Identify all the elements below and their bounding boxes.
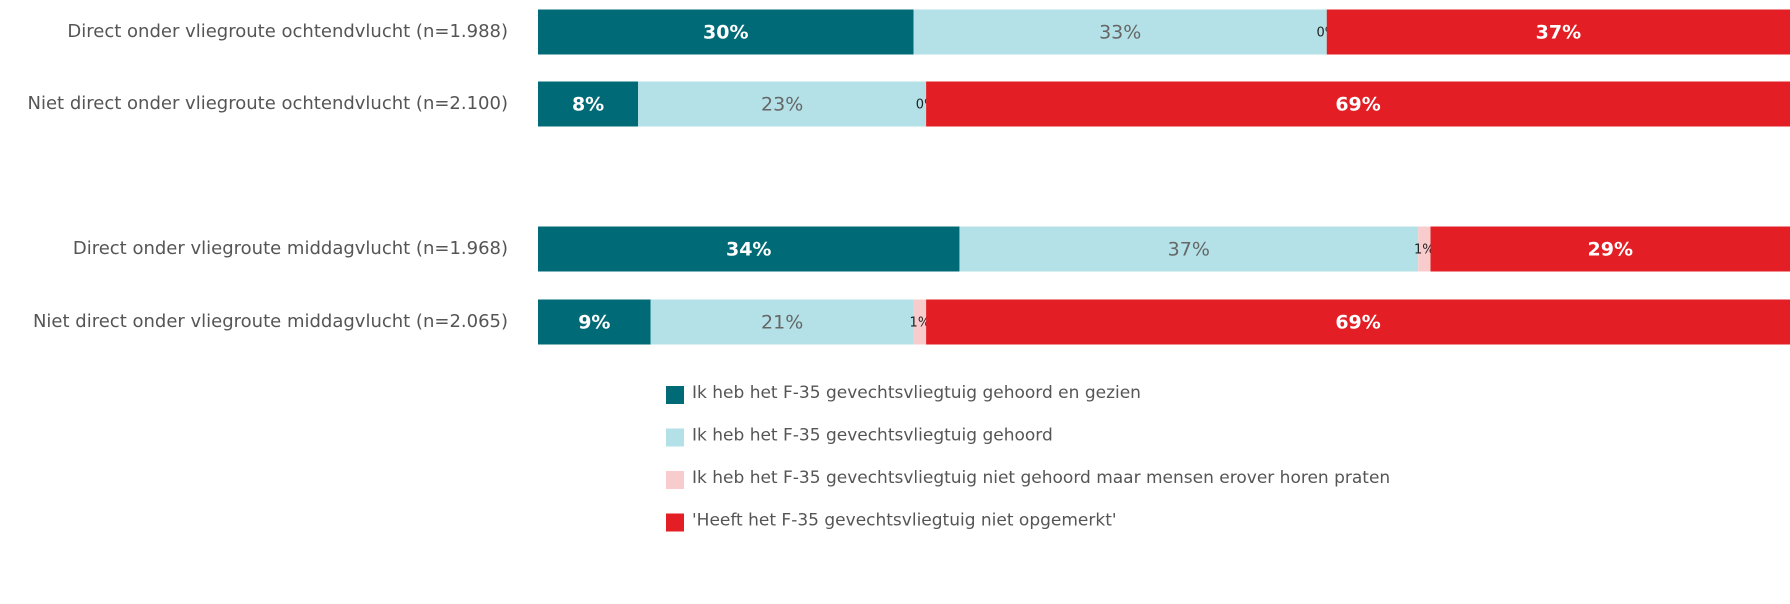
legend-label: 'Heeft het F-35 gevechtsvliegtuig niet o… bbox=[692, 511, 1117, 531]
legend-swatch bbox=[666, 428, 684, 447]
value-label: 8% bbox=[572, 94, 604, 116]
legend-label: Ik heb het F-35 gevechtsvliegtuig gehoor… bbox=[692, 383, 1141, 403]
value-label: 30% bbox=[703, 22, 748, 44]
value-label: 1% bbox=[910, 316, 931, 331]
category-label: Niet direct onder vliegroute ochtendvluc… bbox=[28, 93, 508, 114]
category-label: Direct onder vliegroute middagvlucht (n=… bbox=[73, 238, 508, 259]
value-label: 33% bbox=[1099, 22, 1141, 44]
bar-segment bbox=[913, 9, 1327, 55]
legend-label: Ik heb het F-35 gevechtsvliegtuig gehoor… bbox=[692, 426, 1053, 446]
category-label: Niet direct onder vliegroute middagvluch… bbox=[33, 311, 508, 332]
category-label: Direct onder vliegroute ochtendvlucht (n… bbox=[67, 21, 508, 42]
bar-segment bbox=[926, 81, 1790, 127]
bar-segment bbox=[959, 226, 1419, 272]
value-label: 37% bbox=[1536, 22, 1581, 44]
value-label: 69% bbox=[1335, 312, 1380, 334]
legend-swatch bbox=[666, 386, 684, 404]
bar-segment bbox=[638, 81, 927, 127]
bar-segment bbox=[538, 226, 960, 272]
value-label: 29% bbox=[1588, 239, 1633, 261]
value-label: 34% bbox=[726, 239, 771, 261]
legend-label: Ik heb het F-35 gevechtsvliegtuig niet g… bbox=[692, 468, 1390, 488]
bar-segment bbox=[926, 299, 1790, 345]
value-label: 21% bbox=[761, 312, 803, 334]
legend-swatch bbox=[666, 513, 684, 532]
value-label: 1% bbox=[1414, 243, 1435, 258]
bar-segment bbox=[913, 299, 927, 345]
legend-swatch bbox=[666, 471, 684, 489]
bar-segment bbox=[538, 9, 914, 55]
bar-segment bbox=[538, 81, 639, 127]
value-label: 9% bbox=[578, 312, 610, 334]
bar-segment bbox=[1418, 226, 1431, 272]
bar-segment bbox=[1326, 9, 1790, 55]
bar-segment bbox=[650, 299, 914, 345]
bar-segment bbox=[1430, 226, 1790, 272]
value-label: 23% bbox=[761, 94, 803, 116]
value-label: 37% bbox=[1168, 239, 1210, 261]
bar-segment bbox=[538, 299, 651, 345]
value-label: 69% bbox=[1335, 94, 1380, 116]
